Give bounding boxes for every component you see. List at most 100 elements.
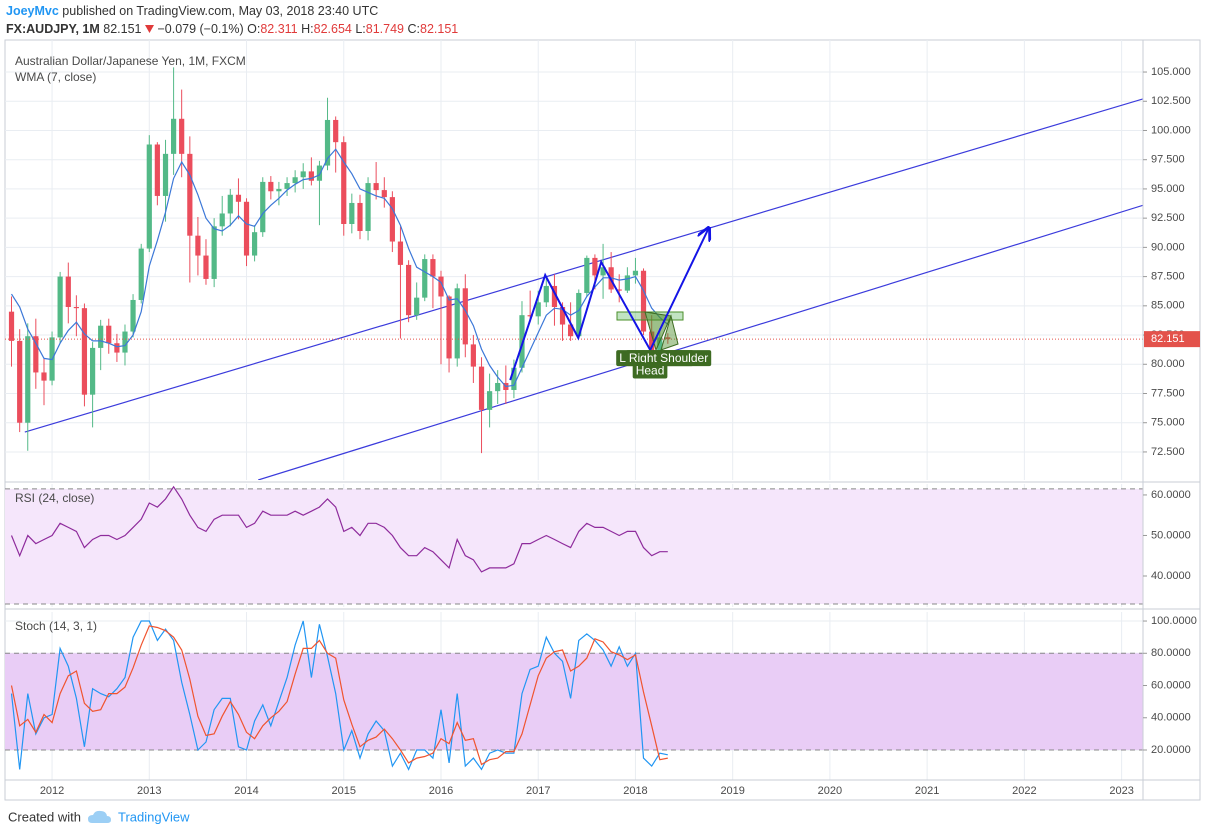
candle-body bbox=[592, 257, 598, 276]
candle-body bbox=[41, 372, 47, 381]
author[interactable]: JoeyMvc bbox=[6, 4, 59, 18]
candle-body bbox=[478, 366, 485, 410]
ohlc-label: H: bbox=[301, 22, 314, 36]
candle-body bbox=[657, 337, 663, 361]
candle-body bbox=[422, 259, 428, 298]
x-tick-label: 2021 bbox=[915, 785, 939, 797]
candle-body bbox=[162, 153, 169, 196]
candle-body bbox=[98, 325, 104, 348]
x-tick-label: 2018 bbox=[623, 785, 647, 797]
candle-body bbox=[25, 336, 31, 423]
ohlc-value: 81.749 bbox=[365, 22, 405, 36]
candle-body bbox=[640, 270, 647, 332]
label-text: Right Shoulder bbox=[629, 351, 708, 365]
pane-title: Stoch (14, 3, 1) bbox=[15, 619, 97, 633]
candle-body bbox=[584, 257, 590, 293]
ohlc-value: 82.151 bbox=[420, 22, 459, 36]
y-tick-label: 20.0000 bbox=[1151, 744, 1191, 756]
candle-body bbox=[616, 289, 622, 291]
indicator-title: WMA (7, close) bbox=[15, 70, 96, 84]
candle-body bbox=[122, 331, 128, 353]
candle-body bbox=[462, 288, 468, 345]
logo bbox=[88, 810, 111, 823]
y-tick-label: 100.0000 bbox=[1151, 615, 1197, 627]
indicator-line bbox=[10, 620, 668, 771]
candle-body bbox=[308, 171, 314, 181]
footer-text: Created with bbox=[8, 809, 81, 824]
brand-link[interactable]: TradingView bbox=[118, 809, 190, 824]
x-tick-label: 2023 bbox=[1109, 785, 1133, 797]
candle-body bbox=[446, 296, 452, 359]
x-tick-label: 2012 bbox=[40, 785, 64, 797]
candle-body bbox=[81, 308, 88, 395]
y-tick-label: 105.000 bbox=[1151, 66, 1191, 78]
candle-body bbox=[495, 382, 501, 392]
candle-body bbox=[316, 165, 323, 181]
candle-body bbox=[559, 306, 566, 325]
y-tick-label: 97.500 bbox=[1151, 154, 1185, 166]
candle-body bbox=[365, 183, 371, 232]
quote-line: FX:AUDJPY, 1M 82.151 −0.079 (−0.1%) O:82… bbox=[6, 22, 458, 36]
down-icon bbox=[144, 25, 154, 33]
candle-body bbox=[179, 118, 185, 154]
candle-body bbox=[438, 276, 444, 297]
indicator-line bbox=[10, 625, 668, 766]
candle-body bbox=[470, 344, 476, 367]
candle-body bbox=[268, 181, 274, 192]
candle-body bbox=[251, 232, 258, 256]
ohlc-value: 82.311 bbox=[260, 22, 298, 36]
y-tick-label: 100.000 bbox=[1151, 124, 1191, 136]
candle-body bbox=[292, 177, 298, 184]
x-tick-label: 2022 bbox=[1012, 785, 1036, 797]
candle-body bbox=[187, 153, 193, 236]
candle-body bbox=[284, 183, 290, 189]
candle-body bbox=[535, 302, 541, 317]
candle-body bbox=[17, 340, 23, 423]
ohlc-value: 82.654 bbox=[313, 22, 352, 36]
label-box bbox=[632, 362, 668, 379]
y-tick-label: 72.500 bbox=[1151, 446, 1185, 458]
y-tick-label: 92.500 bbox=[1151, 212, 1185, 224]
candle-body bbox=[65, 276, 71, 307]
candle-body bbox=[567, 324, 574, 337]
candle-body bbox=[170, 118, 177, 154]
trend-line bbox=[24, 98, 1143, 433]
candle-body bbox=[195, 235, 201, 256]
y-tick-label: 50.0000 bbox=[1151, 529, 1191, 541]
candle-body bbox=[33, 336, 39, 373]
candle-body bbox=[600, 267, 606, 276]
candle-body bbox=[551, 285, 558, 307]
candle-body bbox=[397, 241, 404, 265]
symbol: FX:AUDJPY, 1M bbox=[6, 22, 100, 36]
change: −0.079 (−0.1%) bbox=[157, 22, 244, 36]
candle-body bbox=[430, 259, 436, 277]
stoch-pane bbox=[5, 620, 1143, 771]
y-tick-label: 90.000 bbox=[1151, 241, 1185, 253]
candle-body bbox=[219, 213, 225, 227]
y-tick-label: 80.0000 bbox=[1151, 647, 1191, 659]
header-line: JoeyMvc published on TradingView.com, Ma… bbox=[6, 4, 378, 18]
candle-body bbox=[511, 367, 517, 390]
rsi-pane bbox=[5, 485, 1143, 605]
y-tick-label: 60.0000 bbox=[1151, 489, 1191, 501]
candle-body bbox=[527, 315, 533, 317]
x-tick-label: 2015 bbox=[332, 785, 356, 797]
wma-line bbox=[10, 148, 669, 388]
pane-title: Australian Dollar/Japanese Yen, 1M, FXCM bbox=[15, 54, 246, 68]
candle-body bbox=[243, 201, 250, 256]
candle-body bbox=[203, 255, 209, 279]
candle-body bbox=[154, 144, 160, 196]
y-tick-label: 77.500 bbox=[1151, 387, 1185, 399]
candle-body bbox=[357, 202, 363, 232]
y-tick-label: 85.000 bbox=[1151, 300, 1185, 312]
x-tick-label: 2020 bbox=[818, 785, 842, 797]
candle-body bbox=[324, 119, 331, 166]
candle-body bbox=[333, 119, 339, 143]
band bbox=[5, 653, 1143, 751]
candle-body bbox=[454, 288, 460, 359]
candle-body bbox=[8, 311, 15, 341]
candle-body bbox=[227, 194, 233, 214]
candle-body bbox=[373, 183, 379, 191]
